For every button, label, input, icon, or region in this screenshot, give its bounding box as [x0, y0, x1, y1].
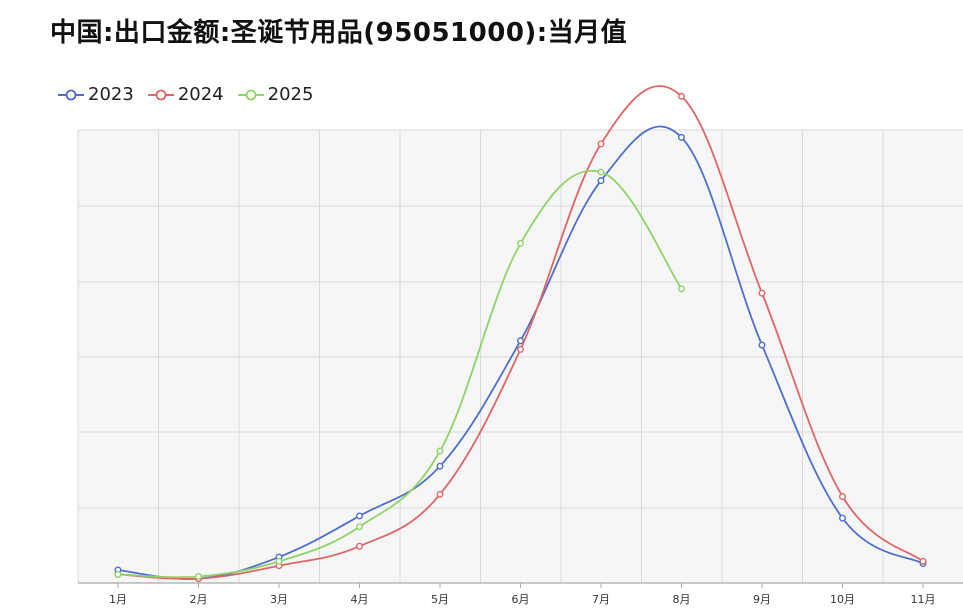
legend-item-2024[interactable]: 2024: [147, 84, 224, 105]
data-point-2025-8月: [678, 285, 686, 293]
data-point-2023-10月: [839, 514, 847, 522]
data-point-2024-5月: [436, 490, 444, 498]
legend-item-2023[interactable]: 2023: [58, 84, 134, 105]
x-tick-label: 1月: [109, 593, 127, 606]
data-point-2024-11月: [919, 557, 927, 565]
data-point-2023-4月: [356, 512, 364, 520]
data-point-2024-8月: [678, 92, 686, 100]
legend-label-2024: 2024: [177, 84, 224, 105]
data-point-2025-2月: [194, 573, 202, 581]
legend-marker-2024: [147, 89, 174, 100]
x-tick-label: 11月: [911, 593, 936, 606]
data-point-2023-6月: [517, 337, 525, 345]
data-point-2024-7月: [597, 140, 605, 148]
x-tick-label: 2月: [190, 593, 208, 606]
data-point-2025-5月: [436, 447, 444, 455]
data-point-2025-1月: [114, 570, 122, 578]
x-tick-label: 7月: [592, 593, 610, 606]
data-point-2023-8月: [678, 133, 686, 141]
x-tick-label: 4月: [351, 593, 369, 606]
data-point-2023-5月: [436, 462, 444, 470]
data-point-2024-6月: [517, 345, 525, 353]
data-point-2025-4月: [356, 523, 364, 531]
x-tick-label: 9月: [753, 593, 771, 606]
legend-label-2023: 2023: [88, 84, 134, 105]
data-point-2024-9月: [758, 289, 766, 297]
data-point-2024-4月: [356, 542, 364, 550]
data-point-2025-7月: [597, 168, 605, 176]
x-tick-label: 3月: [270, 593, 288, 606]
chart-title: 中国:出口金额:圣诞节用品(95051000):当月值: [50, 18, 628, 48]
data-point-2025-6月: [517, 239, 525, 247]
legend-label-2025: 2025: [267, 84, 314, 105]
legend: 2023 2024 2025: [58, 84, 313, 105]
data-point-2025-3月: [275, 557, 283, 565]
legend-marker-2023: [58, 89, 84, 100]
data-point-2023-9月: [758, 341, 766, 349]
x-tick-label: 8月: [673, 593, 691, 606]
x-tick-label: 6月: [512, 593, 530, 606]
x-tick-label: 5月: [431, 593, 449, 606]
data-point-2023-7月: [597, 177, 605, 185]
legend-marker-2025: [237, 89, 264, 100]
data-point-2024-10月: [839, 492, 847, 500]
x-tick-label: 10月: [830, 593, 855, 606]
legend-item-2025[interactable]: 2025: [237, 84, 314, 105]
